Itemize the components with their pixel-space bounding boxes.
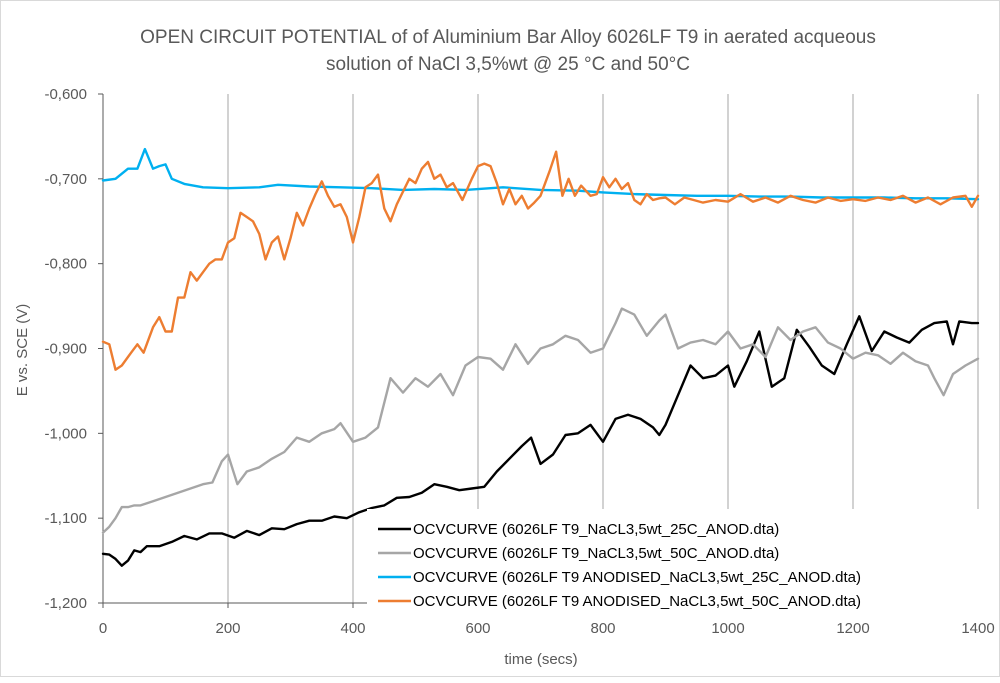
series-line-3 — [101, 147, 980, 201]
y-tick-label: -0,700 — [44, 171, 87, 188]
x-tick-label: 1400 — [961, 620, 994, 637]
series-line-4 — [101, 150, 980, 371]
y-tick-label: -0,600 — [44, 86, 87, 103]
tick-labels: 0 200 400 600 800 1000 1200 1400 -0,600 -0,700 -0,… — [44, 86, 994, 637]
x-tick-label: 400 — [340, 620, 365, 637]
x-tick-label: 600 — [465, 620, 490, 637]
x-tick-label: 1000 — [711, 620, 744, 637]
x-axis-label: time (secs) — [504, 651, 577, 668]
legend-background — [367, 509, 979, 613]
x-tick-label: 800 — [590, 620, 615, 637]
x-tick-label: 200 — [215, 620, 240, 637]
y-tick-label: -1,000 — [44, 425, 87, 442]
legend-label-1: OCVCURVE (6026LF T9_NaCL3,5wt_25C_ANOD.d… — [413, 521, 779, 538]
chart-title-line-1: OPEN CIRCUIT POTENTIAL of of Aluminium B… — [140, 27, 876, 48]
y-tick-label: -1,100 — [44, 510, 87, 527]
x-tick-label: 1200 — [836, 620, 869, 637]
y-tick-label: -0,800 — [44, 256, 87, 273]
series-line-1 — [101, 315, 980, 567]
legend-label-3: OCVCURVE (6026LF T9 ANODISED_NaCL3,5wt_2… — [413, 569, 861, 586]
y-tick-label: -0,900 — [44, 341, 87, 358]
y-tick-label: -1,200 — [44, 595, 87, 612]
series-layer — [101, 147, 980, 567]
x-tick-label: 0 — [99, 620, 107, 637]
legend-label-2: OCVCURVE (6026LF T9_NaCL3,5wt_50C_ANOD.d… — [413, 545, 779, 562]
chart-title-line-2: solution of NaCl 3,5%wt @ 25 °C and 50°C — [326, 54, 690, 75]
series-line-2 — [101, 307, 980, 534]
legend: OCVCURVE (6026LF T9_NaCL3,5wt_25C_ANOD.d… — [367, 509, 979, 613]
legend-label-4: OCVCURVE (6026LF T9 ANODISED_NaCL3,5wt_5… — [413, 593, 861, 610]
y-axis-label: E vs. SCE (V) — [14, 304, 31, 397]
